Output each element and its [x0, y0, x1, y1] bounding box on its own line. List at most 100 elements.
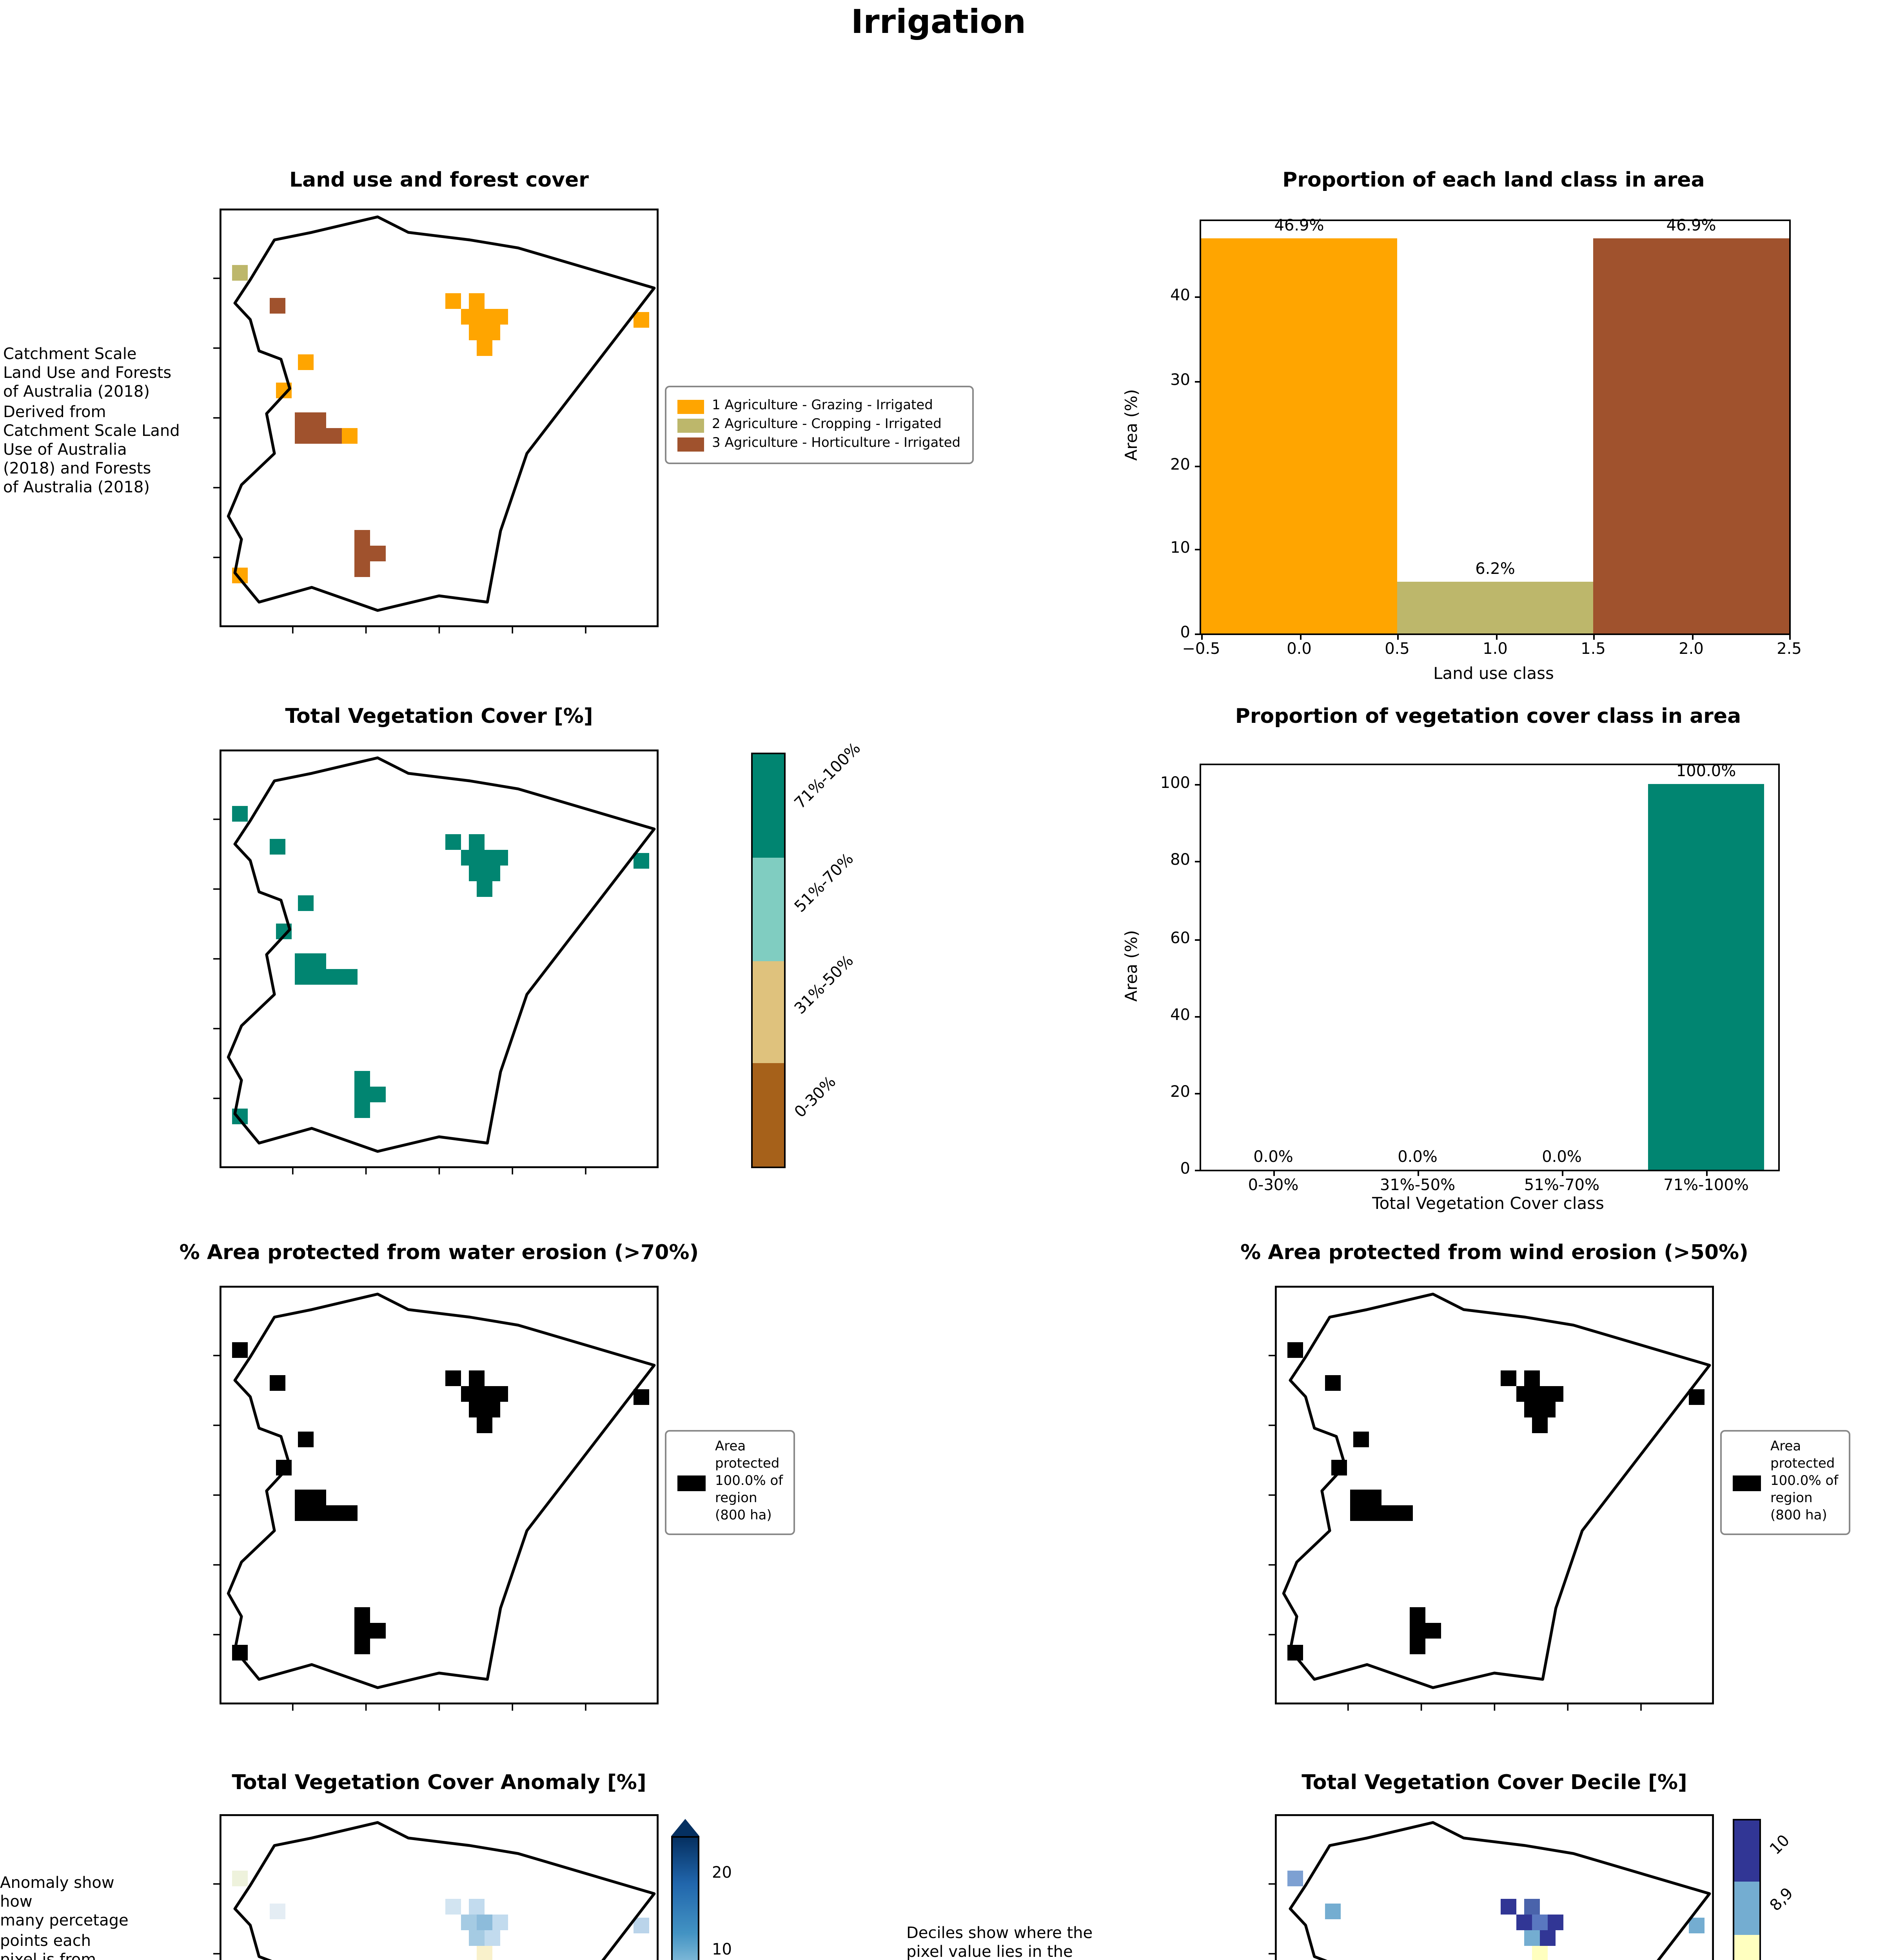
panel-title-vegcover-bar: Proportion of vegetation cover class in … — [1235, 706, 1741, 729]
map-cell — [492, 1386, 508, 1402]
map-cell — [634, 853, 649, 869]
vegcover-map — [213, 750, 659, 1174]
axis-tick — [1789, 633, 1791, 640]
axis-tick-label: 0.0 — [1287, 641, 1312, 659]
axis-tick — [1195, 1170, 1201, 1171]
map-cell — [354, 1607, 370, 1623]
legend-label: 2 Agriculture - Cropping - Irrigated — [712, 417, 942, 433]
map-cell — [1548, 1386, 1563, 1402]
bar-value-label: 46.9% — [1666, 218, 1716, 236]
panel-title-anomaly: Total Vegetation Cover Anomaly [%] — [232, 1772, 646, 1795]
map-cell — [477, 850, 492, 866]
anomaly-colorbar-bar — [671, 1836, 699, 1960]
axis-tick — [1706, 1170, 1708, 1176]
map-cell — [477, 1417, 492, 1433]
axis-tick-label: −0.5 — [1182, 641, 1220, 659]
map-cell — [295, 428, 310, 444]
map-cell — [1287, 1871, 1303, 1886]
axis-tick-label: 20 — [1170, 456, 1190, 474]
axis-tick — [1495, 633, 1497, 640]
anomaly-description: Anomaly show how many percetage points e… — [0, 1875, 129, 1960]
decile-colorbar-bar — [1733, 1819, 1761, 1960]
map-cell — [354, 1623, 370, 1639]
map-cell — [354, 1087, 370, 1102]
map-cell — [634, 1918, 649, 1933]
map-cell — [1350, 1490, 1366, 1505]
map-cell — [1689, 1389, 1705, 1405]
panel-title-water-erosion: % Area protected from water erosion (>70… — [179, 1242, 699, 1265]
colorbar-class-label: 31%-50% — [792, 953, 858, 1019]
map-cell — [1548, 1915, 1563, 1930]
axis-tick-label: 60 — [1170, 930, 1190, 947]
map-cell — [354, 1639, 370, 1654]
map-cell — [310, 412, 326, 428]
axis-tick-label: 1.5 — [1581, 641, 1606, 659]
panel-title-wind-erosion: % Area protected from wind erosion (>50%… — [1240, 1242, 1748, 1265]
map-cell — [1524, 1930, 1540, 1946]
bar — [1648, 784, 1764, 1170]
axis-tick — [1195, 861, 1201, 863]
vegcover-colorbar: 71%-100% 51%-70% 31%-50% 0-30% — [751, 740, 939, 1168]
colorbar-segment — [753, 1063, 784, 1167]
axis-tick-label: 80 — [1170, 853, 1190, 870]
area-protected-label: Area protected 100.0% of region (800 ha) — [715, 1439, 783, 1524]
map-cell — [232, 806, 248, 822]
axis-tick — [1195, 465, 1201, 467]
axis-tick — [1201, 633, 1203, 640]
map-cell — [295, 953, 310, 969]
map-cell — [326, 1505, 342, 1521]
map-cell — [326, 969, 342, 985]
map-cell — [310, 1490, 326, 1505]
catchment-outline — [227, 756, 656, 1153]
map-cell — [295, 412, 310, 428]
map-cell — [477, 1386, 492, 1402]
map-cell — [1524, 1370, 1540, 1386]
bar — [1201, 239, 1397, 633]
map-cell — [469, 1930, 485, 1946]
map-cell — [1366, 1490, 1381, 1505]
landuse-bar-xlabel: Land use class — [1433, 665, 1554, 684]
map-cell — [477, 309, 492, 325]
map-cell — [1397, 1505, 1413, 1521]
axis-tick-label: 100 — [1160, 776, 1190, 793]
axis-tick — [1691, 633, 1693, 640]
wind-erosion-legend: Area protected 100.0% of region (800 ha) — [1720, 1430, 1851, 1535]
axis-tick-label: 2.0 — [1679, 641, 1704, 659]
catchment-outline — [1289, 1821, 1711, 1960]
landuse-map — [213, 209, 659, 633]
axis-tick-label: 71%-100% — [1663, 1178, 1749, 1195]
map-cell — [1410, 1623, 1425, 1639]
map-cell — [634, 312, 649, 328]
map-cell — [310, 969, 326, 985]
water-erosion-legend: Area protected 100.0% of region (800 ha) — [665, 1430, 796, 1535]
axis-tick-label: 10 — [1170, 541, 1190, 558]
axis-tick-label: 2.5 — [1777, 641, 1802, 659]
map-cell — [1350, 1505, 1366, 1521]
map-cell — [295, 969, 310, 985]
map-cell — [1532, 1946, 1548, 1960]
map-cell — [1532, 1915, 1548, 1930]
legend-swatch — [677, 437, 704, 451]
area-protected-swatch — [677, 1475, 706, 1491]
map-cell — [634, 1389, 649, 1405]
map-cell — [1366, 1505, 1381, 1521]
map-cell — [298, 1432, 314, 1447]
anomaly-colorbar: 20100−10−20 — [671, 1819, 844, 1960]
map-cell — [461, 309, 477, 325]
panel-title-landuse-bar: Proportion of each land class in area — [1282, 169, 1705, 193]
axis-tick — [1273, 1170, 1275, 1176]
panel-title-decile: Total Vegetation Cover Decile [%] — [1302, 1772, 1687, 1795]
legend-label: 1 Agriculture - Grazing - Irrigated — [712, 398, 933, 414]
map-cell — [326, 428, 342, 444]
map-cell — [469, 1899, 485, 1915]
vegcover-bar-ylabel: Area (%) — [1123, 930, 1142, 1002]
map-cell — [461, 1915, 477, 1930]
axis-tick — [1397, 633, 1399, 640]
bar — [1593, 239, 1789, 633]
map-cell — [1516, 1386, 1532, 1402]
axis-tick — [1593, 633, 1595, 640]
map-cell — [1325, 1904, 1341, 1919]
catchment-outline — [227, 215, 656, 612]
map-cell — [477, 1915, 492, 1930]
area-protected-swatch — [1733, 1475, 1761, 1491]
